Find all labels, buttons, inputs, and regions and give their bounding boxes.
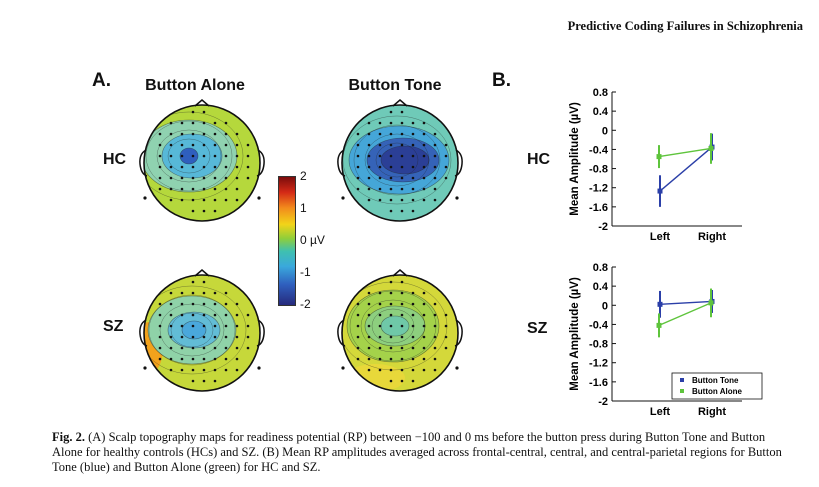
scalp-map-sz-button-alone bbox=[139, 269, 265, 392]
colorbar-tick-1: 1 bbox=[300, 201, 307, 215]
y-tick-label: -0.8 bbox=[589, 339, 608, 351]
scalp-map-hc-button-alone bbox=[139, 99, 265, 222]
data-point bbox=[656, 322, 662, 328]
legend-label: Button Tone bbox=[692, 376, 739, 385]
y-axis-label: Mean Amplitude (µV) bbox=[569, 102, 581, 216]
series-line bbox=[658, 147, 712, 158]
y-tick-label: 0.8 bbox=[593, 262, 608, 274]
y-tick-label: 0 bbox=[602, 300, 608, 312]
data-point bbox=[657, 301, 663, 307]
caption-label: Fig. 2. bbox=[52, 430, 85, 444]
colorbar-tick-2: 2 bbox=[300, 169, 307, 183]
x-tick-label: Left bbox=[650, 231, 671, 243]
panel-a-label: A. bbox=[92, 70, 111, 91]
legend-label: Button Alone bbox=[692, 387, 742, 396]
y-tick-label: 0 bbox=[602, 125, 608, 137]
data-point bbox=[657, 188, 663, 194]
legend-box bbox=[671, 372, 763, 400]
y-tick-label: 0.4 bbox=[593, 106, 609, 118]
x-tick-label: Right bbox=[698, 406, 726, 418]
row-header-sz-b: SZ bbox=[527, 320, 548, 337]
y-tick-label: -1.2 bbox=[589, 183, 608, 195]
row-header-hc: HC bbox=[103, 151, 127, 168]
figure-caption: Fig. 2. (A) Scalp topography maps for re… bbox=[52, 430, 797, 475]
legend-swatch bbox=[680, 378, 684, 382]
y-tick-label: -1.6 bbox=[589, 202, 608, 214]
column-header-button-alone: Button Alone bbox=[145, 77, 245, 94]
colorbar-tick-0: 0 µV bbox=[300, 233, 325, 247]
y-tick-label: -0.4 bbox=[589, 319, 609, 331]
series-line bbox=[659, 300, 713, 306]
data-point bbox=[656, 154, 662, 160]
legend-swatch bbox=[680, 389, 684, 393]
colorbar-tick-minus-2: -2 bbox=[300, 297, 311, 311]
chart-sz: 0.8 0.4 0 -0.4 -0.8 -1.2 -1.6 -2 Left Right Mean A… bbox=[569, 262, 763, 418]
series-line bbox=[658, 302, 712, 327]
y-tick-label: -0.4 bbox=[589, 144, 609, 156]
row-header-sz: SZ bbox=[103, 318, 124, 335]
caption-text: (A) Scalp topography maps for readiness … bbox=[52, 430, 782, 474]
y-tick-label: -2 bbox=[598, 221, 608, 233]
y-tick-label: 0.8 bbox=[593, 87, 608, 99]
chart-hc: 0.8 0.4 0 -0.4 -0.8 -1.2 -1.6 -2 Left Right Mean A… bbox=[569, 87, 742, 243]
colorbar bbox=[278, 176, 296, 306]
y-tick-label: -0.8 bbox=[589, 164, 608, 176]
data-point bbox=[708, 300, 714, 306]
x-tick-label: Left bbox=[650, 406, 671, 418]
running-head: Predictive Coding Failures in Schizophre… bbox=[567, 19, 803, 33]
column-header-button-tone: Button Tone bbox=[348, 77, 442, 94]
colorbar-tick-minus-1: -1 bbox=[300, 265, 311, 279]
y-tick-label: -1.2 bbox=[589, 358, 608, 370]
row-header-hc-b: HC bbox=[527, 151, 551, 168]
y-tick-label: 0.4 bbox=[593, 281, 609, 293]
data-point bbox=[708, 145, 714, 151]
y-axis-label: Mean Amplitude (µV) bbox=[569, 277, 581, 391]
y-tick-label: -1.6 bbox=[589, 377, 608, 389]
panel-b-label: B. bbox=[492, 70, 511, 91]
scalp-map-hc-button-tone bbox=[337, 99, 463, 222]
scalp-map-sz-button-tone bbox=[337, 269, 463, 392]
y-tick-label: -2 bbox=[598, 396, 608, 408]
x-tick-label: Right bbox=[698, 231, 726, 243]
series-line bbox=[659, 146, 713, 192]
